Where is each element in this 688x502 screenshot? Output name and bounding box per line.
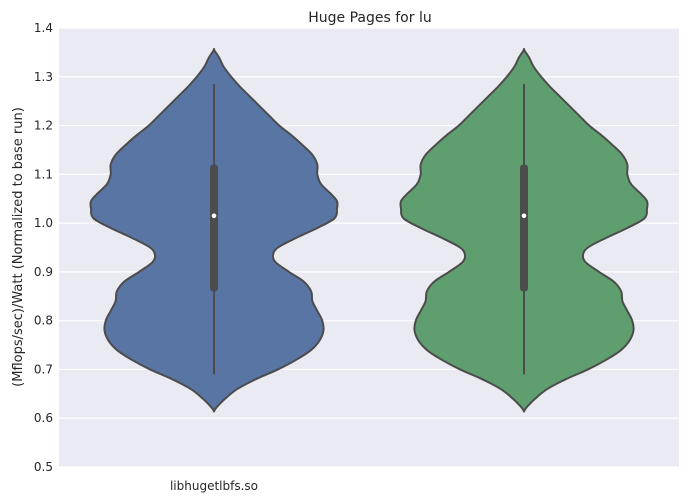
y-tick-label: 0.6 bbox=[34, 411, 53, 425]
x-axis-ticks: libhugetlbfs.so bbox=[170, 479, 258, 493]
y-axis-ticks: 0.5 0.6 0.7 0.8 0.9 1.0 1.1 1.2 1.3 1.4 bbox=[34, 21, 53, 474]
chart-title: Huge Pages for lu bbox=[308, 10, 431, 26]
y-tick-label: 1.0 bbox=[34, 216, 53, 230]
y-tick-label: 1.1 bbox=[34, 167, 53, 181]
y-tick-label: 1.3 bbox=[34, 70, 53, 84]
y-tick-label: 1.4 bbox=[34, 21, 53, 35]
violin-median-dot bbox=[211, 213, 217, 219]
violin-median-dot bbox=[521, 213, 527, 219]
y-tick-label: 1.2 bbox=[34, 119, 53, 133]
y-tick-label: 0.5 bbox=[34, 460, 53, 474]
x-tick-label: libhugetlbfs.so bbox=[170, 479, 258, 493]
y-tick-label: 0.9 bbox=[34, 265, 53, 279]
violins bbox=[89, 48, 649, 413]
y-tick-label: 0.8 bbox=[34, 314, 53, 328]
y-tick-label: 0.7 bbox=[34, 362, 53, 376]
y-axis-label: (Mflops/sec)/Watt (Normalized to base ru… bbox=[11, 107, 26, 387]
violin-iqr-box bbox=[210, 164, 218, 292]
violin-iqr-box bbox=[520, 164, 528, 292]
